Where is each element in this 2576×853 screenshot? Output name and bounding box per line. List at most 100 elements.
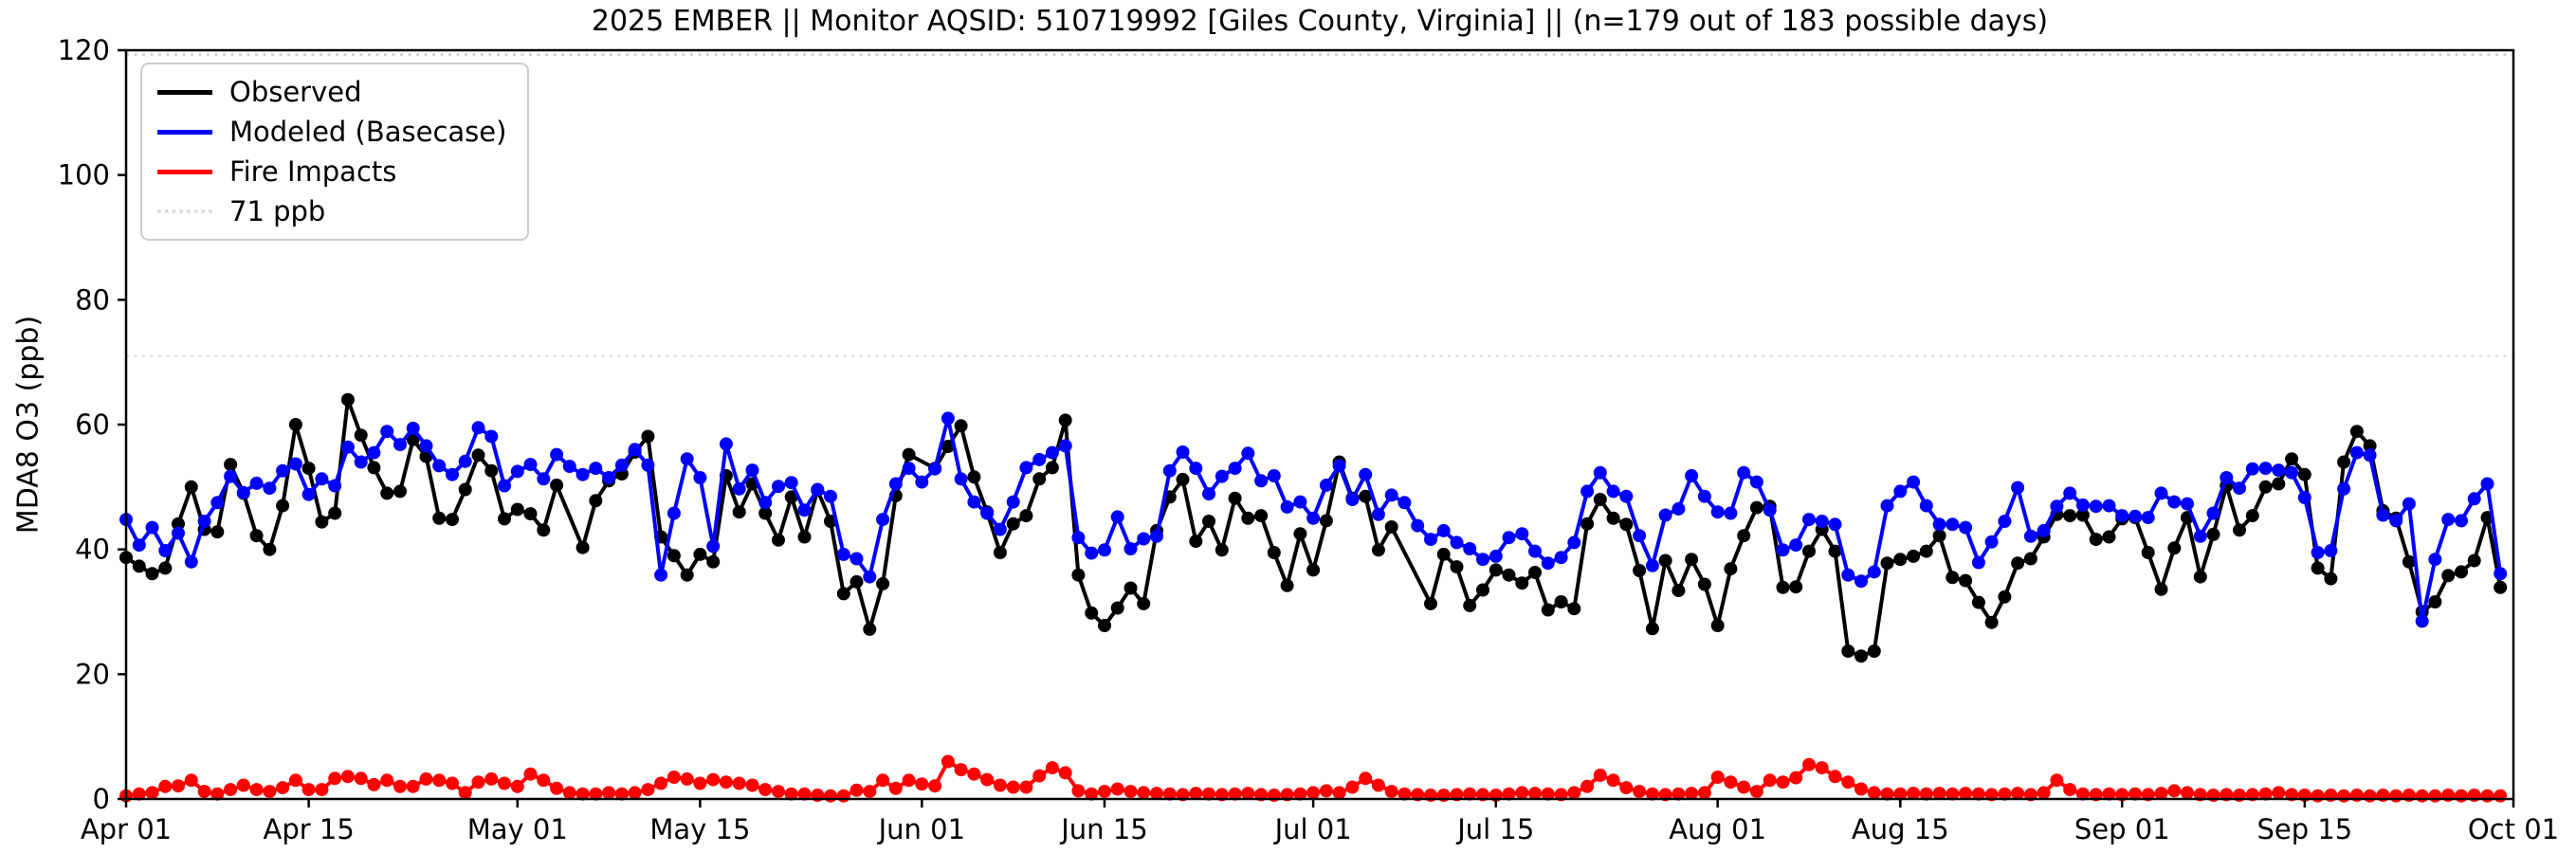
data-point-marker: [210, 496, 225, 510]
data-point-marker: [1867, 786, 1881, 800]
data-point-marker: [1306, 563, 1321, 577]
legend-item-modeled: Modeled (Basecase): [157, 116, 506, 148]
data-point-marker: [1293, 787, 1307, 801]
data-point-marker: [1202, 787, 1215, 801]
data-point-marker: [2063, 783, 2077, 797]
data-point-marker: [1319, 478, 1333, 492]
data-point-marker: [888, 477, 903, 491]
data-point-marker: [967, 470, 981, 484]
data-point-marker: [1580, 484, 1595, 499]
data-point-marker: [2075, 508, 2090, 522]
data-point-marker: [1045, 461, 1059, 475]
x-tick-label: Sep 01: [2074, 813, 2170, 845]
data-point-marker: [1293, 495, 1307, 509]
data-point-marker: [172, 526, 185, 540]
data-point-marker: [2349, 445, 2364, 460]
data-point-marker: [1737, 465, 1751, 480]
data-point-marker: [1411, 518, 1425, 533]
data-point-marker: [1006, 780, 1020, 794]
data-point-marker: [1907, 549, 1921, 563]
data-point-marker: [575, 467, 590, 481]
data-point-marker: [1932, 529, 1946, 543]
data-point-marker: [1749, 475, 1763, 489]
data-point-marker: [1215, 469, 1229, 483]
data-point-marker: [2349, 425, 2364, 439]
data-point-marker: [432, 511, 447, 525]
data-point-marker: [2311, 546, 2325, 559]
data-point-marker: [1189, 462, 1203, 476]
data-point-marker: [1528, 787, 1542, 801]
data-point-marker: [1450, 560, 1464, 574]
x-tick-label: Aug 15: [1852, 813, 1949, 845]
data-point-marker: [1071, 568, 1086, 582]
data-point-marker: [288, 418, 302, 431]
data-point-marker: [1789, 771, 1803, 785]
data-point-marker: [1384, 488, 1398, 502]
data-point-marker: [850, 574, 864, 589]
data-point-marker: [1189, 787, 1203, 801]
data-point-marker: [614, 787, 629, 801]
data-point-marker: [954, 472, 968, 486]
data-point-marker: [1841, 644, 1855, 658]
data-point-marker: [263, 785, 277, 799]
data-point-marker: [2050, 773, 2064, 788]
data-point-marker: [1398, 787, 1412, 801]
data-point-marker: [1124, 785, 1138, 799]
data-point-marker: [393, 438, 407, 452]
data-point-marker: [2023, 529, 2037, 543]
data-point-marker: [1815, 515, 1829, 528]
data-point-marker: [2023, 552, 2037, 566]
data-point-marker: [2154, 787, 2168, 801]
data-point-marker: [2233, 481, 2246, 496]
data-point-marker: [145, 520, 159, 535]
data-point-marker: [1828, 544, 1842, 558]
data-point-marker: [537, 773, 551, 788]
legend-item-fire: Fire Impacts: [157, 155, 506, 188]
data-point-marker: [876, 513, 890, 527]
data-point-marker: [1763, 503, 1777, 517]
data-point-marker: [380, 486, 394, 500]
data-point-marker: [1880, 787, 1894, 801]
data-point-marker: [432, 773, 447, 788]
data-point-marker: [1907, 475, 1921, 489]
data-point-marker: [471, 775, 485, 789]
data-point-marker: [2011, 556, 2025, 571]
x-tick-label: Jun 01: [877, 813, 965, 845]
data-point-marker: [1749, 785, 1763, 799]
data-point-marker: [2455, 565, 2468, 579]
data-point-marker: [680, 568, 694, 582]
data-point-marker: [2220, 471, 2234, 484]
data-point-marker: [693, 547, 707, 561]
legend-line-modeled-icon: [157, 129, 212, 135]
data-point-marker: [941, 754, 955, 769]
data-point-marker: [1737, 529, 1751, 543]
data-point-marker: [1345, 780, 1360, 794]
data-point-marker: [562, 460, 576, 474]
x-axis: Apr 01 Apr 15 May 01 May 15 Jun 01 Jun 15 Jul …: [81, 799, 2559, 845]
data-point-marker: [2441, 513, 2456, 527]
data-point-marker: [1854, 782, 1868, 796]
data-point-marker: [1345, 493, 1360, 506]
data-point-marker: [1424, 596, 1437, 610]
data-point-marker: [1606, 484, 1620, 499]
data-point-marker: [1789, 580, 1803, 594]
data-point-marker: [2075, 498, 2090, 512]
data-point-marker: [706, 539, 721, 554]
data-point-marker: [1645, 558, 1659, 572]
data-point-marker: [1789, 538, 1803, 553]
data-point-marker: [1502, 568, 1516, 582]
data-point-marker: [537, 523, 551, 537]
data-point-marker: [510, 464, 524, 479]
data-point-marker: [1984, 535, 1999, 549]
data-point-marker: [1580, 779, 1595, 793]
data-point-marker: [1580, 517, 1595, 531]
data-point-marker: [1241, 511, 1255, 525]
data-point-marker: [132, 538, 146, 553]
data-point-marker: [2297, 491, 2311, 504]
data-point-marker: [2193, 570, 2207, 584]
data-point-marker: [1841, 568, 1855, 582]
data-point-marker: [876, 576, 890, 590]
data-point-marker: [471, 421, 485, 435]
data-point-marker: [1398, 496, 1412, 510]
data-point-marker: [2285, 465, 2299, 480]
